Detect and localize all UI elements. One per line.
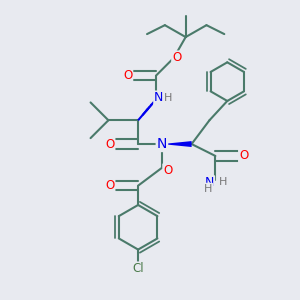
Text: N: N [205,176,214,189]
Text: O: O [163,164,172,177]
Text: Cl: Cl [132,262,144,275]
Text: O: O [105,138,115,151]
Text: O: O [239,149,248,162]
Text: N: N [157,137,167,151]
Text: H: H [164,93,172,103]
Text: O: O [172,51,182,64]
Polygon shape [162,141,192,147]
Text: N: N [154,92,164,104]
Text: H: H [219,177,227,187]
Text: O: O [105,179,115,192]
Text: H: H [204,184,212,194]
Text: O: O [123,69,132,82]
